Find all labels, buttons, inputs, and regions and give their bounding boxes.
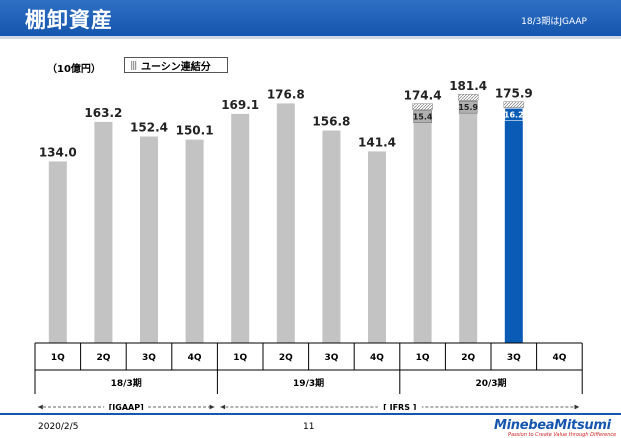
footer-divider bbox=[0, 413, 621, 415]
value-label-1: 134.0 bbox=[39, 145, 77, 159]
bar-1 bbox=[48, 161, 67, 343]
yushin-segment-9 bbox=[413, 110, 432, 123]
bar-10 bbox=[459, 97, 478, 343]
bars-layer: 134.0 163.2 152.4 150.1 169.1 176.8 156.8 141.4… bbox=[39, 79, 533, 343]
segment-label-10: 15.9 bbox=[458, 103, 478, 112]
value-label-5: 169.1 bbox=[221, 98, 259, 112]
period-label-bg-1 bbox=[104, 401, 149, 410]
segment-label-9: 15.4 bbox=[413, 113, 433, 122]
tick-label-10: 2Q bbox=[461, 353, 475, 363]
value-label-3: 152.4 bbox=[130, 120, 168, 134]
legend: ユーシン連結分 bbox=[124, 57, 228, 73]
bar-7 bbox=[322, 130, 341, 343]
tick-label-5: 1Q bbox=[233, 353, 247, 363]
tick-label-4: 4Q bbox=[188, 353, 202, 363]
yushin-hatch-10 bbox=[457, 93, 479, 101]
value-label-9: 174.4 bbox=[404, 89, 442, 103]
header-bar: 棚卸資産 18/3期はJGAAP bbox=[0, 0, 621, 36]
bar-4 bbox=[185, 139, 204, 343]
value-label-8: 141.4 bbox=[358, 135, 396, 149]
tick-label-3: 3Q bbox=[142, 353, 156, 363]
tick-label-7: 3Q bbox=[324, 353, 338, 363]
tick-label-8: 4Q bbox=[370, 353, 384, 363]
header-divider bbox=[0, 36, 621, 39]
bar-9 bbox=[413, 106, 432, 343]
inventory-bar-chart: 134.0 163.2 152.4 150.1 169.1 176.8 156.8 141.4… bbox=[34, 79, 583, 410]
bar-5 bbox=[231, 113, 250, 343]
tick-label-6: 2Q bbox=[279, 353, 293, 363]
page-title: 棚卸資産 bbox=[25, 8, 113, 32]
group-label-2: 19/3期 bbox=[293, 377, 324, 389]
yushin-segment-10 bbox=[458, 100, 478, 114]
yushin-hatch-11 bbox=[503, 101, 525, 108]
company-logo: MinebeaMitsumi bbox=[494, 418, 611, 433]
value-label-2: 163.2 bbox=[84, 106, 122, 120]
accounting-note: 18/3期はJGAAP bbox=[521, 17, 587, 27]
period-label-2: [ IFRS ] bbox=[383, 403, 416, 410]
yushin-hatch-9 bbox=[412, 103, 433, 110]
tick-label-11: 3Q bbox=[507, 353, 521, 363]
tick-label-2: 2Q bbox=[96, 353, 110, 363]
bar-11 bbox=[504, 104, 523, 343]
unit-label: （10億円） bbox=[47, 64, 101, 75]
value-label-7: 156.8 bbox=[312, 115, 350, 129]
value-label-11: 175.9 bbox=[495, 87, 533, 101]
footer-date: 2020/2/5 bbox=[38, 422, 79, 432]
legend-hatch-swatch bbox=[131, 60, 137, 70]
yushin-segment-11 bbox=[504, 108, 524, 121]
tick-label-9: 1Q bbox=[416, 353, 430, 363]
period-label-bg-2 bbox=[377, 401, 422, 410]
value-label-6: 176.8 bbox=[267, 87, 305, 101]
period-label-1: [JGAAP] bbox=[109, 403, 144, 410]
bar-8 bbox=[368, 151, 386, 343]
page-number: 11 bbox=[303, 422, 315, 432]
tick-label-1: 1Q bbox=[51, 353, 65, 363]
group-label-3: 20/3期 bbox=[475, 377, 506, 389]
axis-layer: 1Q 2Q 3Q 4Q 1Q 2Q 3Q 4Q 1Q 2Q 3Q 4Q 18/3期 19/3期 20/3期 [… bbox=[34, 342, 583, 410]
group-label-1: 18/3期 bbox=[111, 377, 142, 389]
bar-6 bbox=[276, 103, 295, 343]
value-label-10: 181.4 bbox=[449, 79, 487, 93]
company-tagline: Passion to Create Value through Differen… bbox=[508, 432, 617, 438]
legend-label: ユーシン連結分 bbox=[141, 61, 211, 73]
bar-3 bbox=[140, 136, 158, 343]
segment-label-11: 16.2 bbox=[504, 111, 524, 120]
value-label-4: 150.1 bbox=[176, 124, 214, 138]
bar-2 bbox=[94, 121, 113, 343]
tick-label-12: 4Q bbox=[552, 353, 566, 363]
